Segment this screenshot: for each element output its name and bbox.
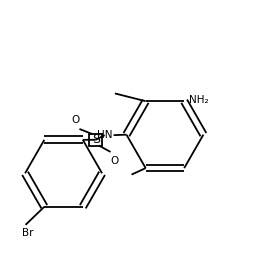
- Text: NH₂: NH₂: [189, 95, 208, 105]
- Text: O: O: [71, 115, 79, 125]
- Bar: [90, 134, 102, 146]
- Text: HN: HN: [97, 130, 112, 140]
- Text: O: O: [111, 156, 119, 166]
- Text: Br: Br: [22, 228, 33, 238]
- Text: S: S: [92, 133, 100, 146]
